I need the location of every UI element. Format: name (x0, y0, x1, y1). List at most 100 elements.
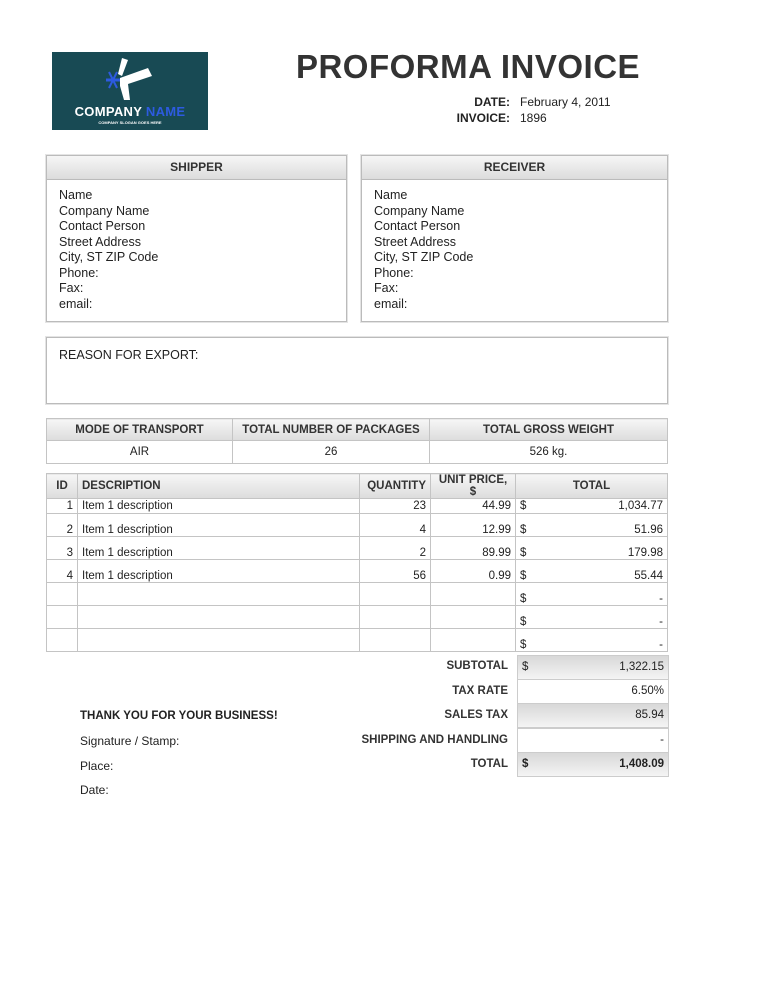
item-total: $ - (520, 616, 663, 628)
col-id: ID (46, 473, 78, 499)
place-label: Place: (80, 759, 114, 773)
item-total-cell: $ - (515, 628, 668, 652)
item-unit-price: 0.99 (430, 559, 516, 583)
item-total-cell: $ - (515, 605, 668, 629)
invoice-label: INVOICE: (456, 111, 510, 125)
sales-tax-label: SALES TAX (444, 709, 508, 721)
item-total-value: - (659, 616, 663, 628)
sales-tax-value: 85.94 (635, 709, 664, 721)
company-slogan: COMPANY SLOGAN GOES HERE (98, 120, 162, 125)
shipper-line: Phone: (59, 265, 99, 280)
item-total: $55.44 (520, 570, 663, 582)
item-quantity (359, 605, 431, 629)
date-footer-label: Date: (80, 783, 109, 797)
currency: $ (520, 639, 527, 651)
col-description: DESCRIPTION (77, 473, 360, 499)
company-name-part2: NAME (145, 104, 186, 119)
tax-rate-label: TAX RATE (452, 685, 508, 697)
transport-header: TOTAL GROSS WEIGHT (429, 418, 668, 441)
arrow-logo-icon (106, 58, 152, 100)
gross-weight: 526 kg. (429, 440, 668, 464)
shipper-line: Contact Person (59, 219, 146, 233)
shipper-line: Fax: (59, 281, 84, 295)
total-field: $1,408.09 (517, 752, 669, 777)
item-total-value: 51.96 (634, 524, 663, 536)
item-description: Item 1 description (77, 559, 360, 583)
currency: $ (520, 500, 527, 512)
currency: $ (520, 616, 527, 628)
item-total-cell: $55.44 (515, 559, 668, 583)
currency: $ (520, 593, 527, 605)
receiver-line: Street Address (374, 234, 456, 249)
table-row: 1 Item 1 description 23 44.99 $1,034.77 (46, 498, 668, 514)
item-unit-price (430, 605, 516, 629)
date-value: February 4, 2011 (520, 95, 611, 109)
currency: $ (520, 547, 527, 559)
item-total-value: 55.44 (634, 570, 663, 582)
item-quantity: 4 (359, 513, 431, 537)
shipper-details: Name Company Name Contact Person Street Add… (47, 180, 346, 312)
item-id (46, 605, 78, 629)
shipper-heading: SHIPPER (47, 156, 346, 180)
transport-header: MODE OF TRANSPORT (46, 418, 233, 441)
item-description: Item 1 description (77, 498, 360, 514)
item-description (77, 605, 360, 629)
currency: $ (520, 570, 527, 582)
sales-tax-field: 85.94 (517, 703, 669, 728)
item-total-value: - (659, 639, 663, 651)
shipping-label: SHIPPING AND HANDLING (361, 734, 508, 746)
receiver-line: Company Name (374, 203, 465, 218)
item-unit-price: 89.99 (430, 536, 516, 560)
receiver-line: City, ST ZIP Code (374, 250, 474, 264)
item-total-value: - (659, 593, 663, 605)
shipper-line: Company Name (59, 203, 150, 218)
item-id: 4 (46, 559, 78, 583)
item-total: $ - (520, 639, 663, 651)
company-logo: COMPANY NAME COMPANY SLOGAN GOES HERE (52, 52, 208, 130)
company-name: COMPANY NAME (52, 104, 208, 119)
total-label: TOTAL (470, 758, 508, 770)
receiver-box: RECEIVER Name Company Name Contact Person S… (361, 155, 668, 322)
item-id: 2 (46, 513, 78, 537)
item-description: Item 1 description (77, 536, 360, 560)
currency: $ (522, 661, 529, 673)
shipper-line: email: (59, 296, 93, 311)
item-description (77, 628, 360, 652)
items-table: ID DESCRIPTION QUANTITY UNIT PRICE, $ TO… (46, 473, 668, 652)
transport-table: MODE OF TRANSPORT TOTAL NUMBER OF PACKAGE… (46, 418, 668, 464)
table-row: 3 Item 1 description 2 89.99 $179.98 (46, 536, 668, 560)
shipping-field: - (517, 728, 669, 753)
receiver-line: Name (374, 188, 408, 202)
col-total: TOTAL (515, 473, 668, 499)
item-id: 3 (46, 536, 78, 560)
subtotal-value: 1,322.15 (619, 661, 664, 673)
receiver-line: Phone: (374, 265, 414, 280)
item-description: Item 1 description (77, 513, 360, 537)
receiver-line: Contact Person (374, 219, 461, 233)
subtotal-label: SUBTOTAL (446, 660, 508, 672)
item-total-cell: $51.96 (515, 513, 668, 537)
tax-rate-value: 6.50% (631, 685, 664, 697)
table-row: $ - (46, 628, 668, 652)
reason-for-export-box: REASON FOR EXPORT: (46, 337, 668, 404)
table-row: 2 Item 1 description 4 12.99 $51.96 (46, 513, 668, 537)
item-unit-price: 44.99 (430, 498, 516, 514)
item-total: $1,034.77 (520, 500, 663, 512)
subtotal-field: $1,322.15 (517, 655, 669, 680)
table-row: $ - (46, 582, 668, 606)
receiver-heading: RECEIVER (362, 156, 667, 180)
reason-label: REASON FOR EXPORT: (59, 348, 199, 362)
item-total: $ - (520, 593, 663, 605)
item-unit-price (430, 628, 516, 652)
col-quantity: QUANTITY (359, 473, 431, 499)
col-unit-price: UNIT PRICE, $ (430, 473, 516, 499)
item-total-cell: $1,034.77 (515, 498, 668, 514)
shipper-line: Street Address (59, 234, 141, 249)
item-quantity (359, 582, 431, 606)
item-total-cell: $179.98 (515, 536, 668, 560)
page-title: PROFORMA INVOICE (295, 48, 641, 85)
date-label: DATE: (474, 95, 510, 109)
item-total-cell: $ - (515, 582, 668, 606)
tax-rate-field: 6.50% (517, 679, 669, 704)
